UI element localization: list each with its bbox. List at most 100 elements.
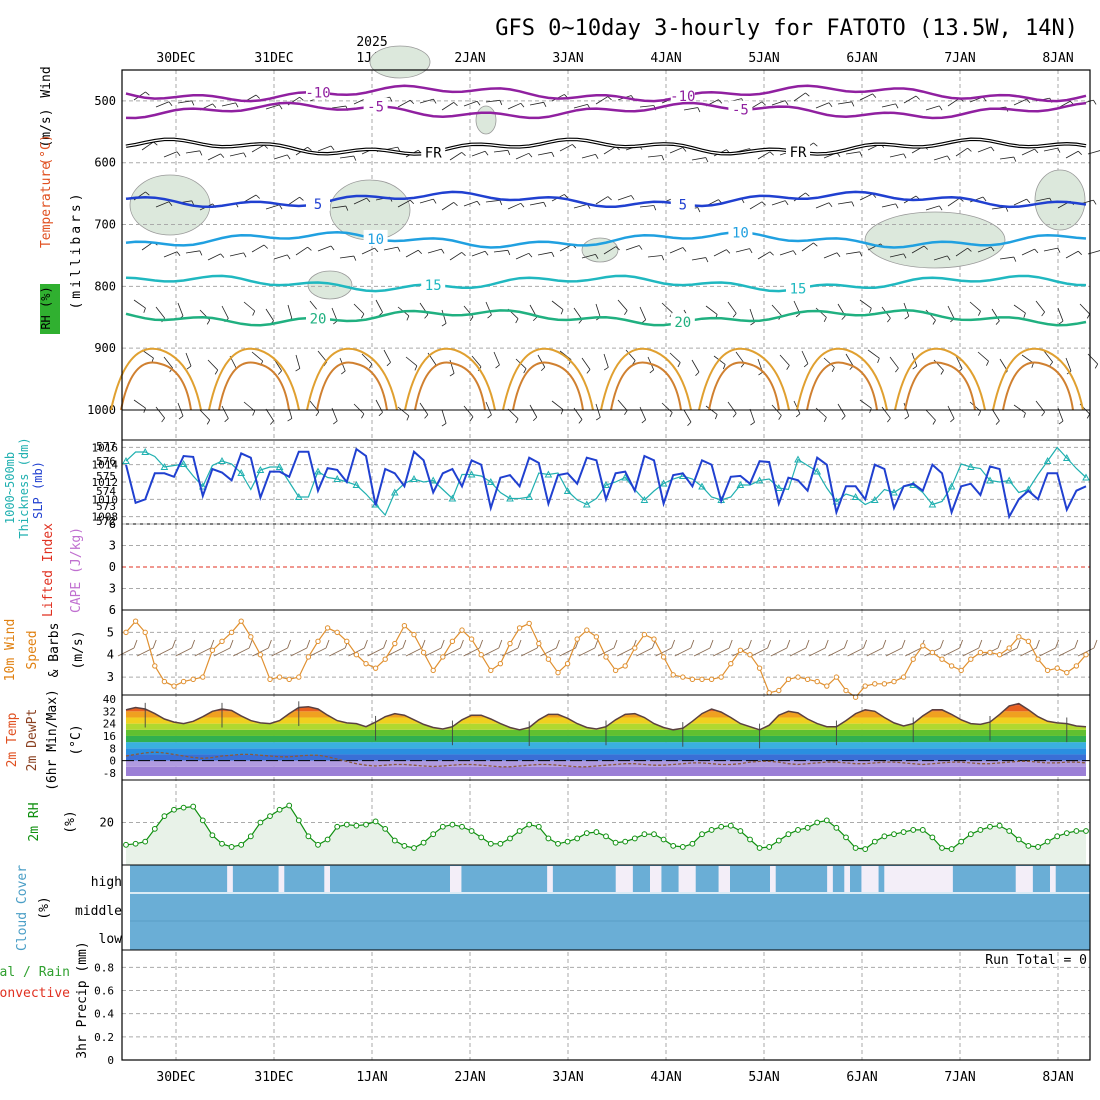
wind-barb-flag: [279, 204, 283, 210]
wind-barb: [1021, 248, 1035, 256]
wind-speed-point: [161, 678, 168, 685]
wind-barb: [595, 96, 609, 105]
rh-moist-area: [369, 45, 431, 79]
wind-barb-flag: [769, 251, 774, 256]
slp-label: SLP (mb): [31, 461, 45, 519]
rh-point: [958, 838, 965, 845]
surface-temp-contour: [316, 361, 388, 411]
rh-point: [219, 840, 225, 847]
surface-wind-barb-flag: [671, 639, 676, 649]
wind-barb-flag: [1023, 312, 1026, 318]
rh-point: [881, 833, 888, 840]
rh-point: [660, 836, 667, 843]
wind-speed-point: [862, 683, 868, 689]
thickness-point: [890, 488, 898, 496]
wind-speed-point: [430, 667, 436, 674]
wind-barb: [713, 249, 727, 257]
wind-barb-flag: [750, 321, 755, 326]
wind-speed-point: [958, 667, 964, 674]
temp-band: [126, 766, 1086, 776]
wind-speed-point: [200, 674, 206, 680]
rh-point: [132, 840, 139, 847]
wind-barb: [265, 408, 274, 421]
date-label-bottom: 8JAN: [1042, 1070, 1073, 1085]
rh-point: [641, 831, 648, 838]
wind-barb: [955, 247, 968, 257]
thickness-point: [294, 492, 303, 500]
isotherm-label: 15: [790, 282, 807, 298]
rh-point: [699, 831, 705, 838]
wind-speed-point: [651, 636, 657, 642]
wind-barb-flag: [143, 307, 146, 313]
surface-temp-contour: [992, 347, 1084, 411]
surface-wind-barb-flag: [421, 639, 426, 649]
surface-wind-barb-flag: [863, 639, 868, 649]
surface-wind-barb-flag: [939, 639, 944, 649]
rh-point: [382, 825, 389, 832]
surface-wind-barb-flag: [287, 639, 292, 649]
surface-wind-barb: [232, 647, 250, 657]
rh-point: [651, 831, 657, 838]
surface-wind-barb-flag: [767, 639, 772, 649]
surface-temp-contour: [110, 347, 202, 411]
rh-point: [487, 840, 494, 847]
thickness-point: [563, 486, 572, 494]
wind-speed-point: [977, 649, 984, 656]
rh-point: [123, 841, 129, 848]
wind-barb-flag: [252, 310, 256, 316]
rh-point: [612, 839, 619, 846]
rh-point: [1015, 836, 1022, 843]
wind-barb: [1013, 404, 1026, 414]
wind-barb-flag: [697, 107, 701, 113]
wind-barb-flag: [722, 364, 726, 370]
wind-barb-flag: [560, 309, 564, 315]
rh-point: [228, 844, 235, 850]
wind-barb-flag: [586, 369, 591, 374]
wind-barb-flag: [903, 153, 907, 159]
rh-point: [535, 823, 542, 830]
thickness-point: [390, 488, 399, 496]
surface-wind-barb-flag: [959, 639, 964, 649]
wind-barb-flag: [543, 102, 547, 107]
surface-temp-contour: [600, 347, 692, 411]
wind-barb-flag: [784, 100, 789, 106]
wind-barb-flag: [872, 93, 877, 98]
rh-point: [631, 835, 638, 842]
wind-speed-point: [1044, 667, 1051, 674]
wind-barb-flag: [823, 317, 827, 323]
wind-speed-point: [257, 652, 264, 658]
temp-tick-label: 16: [103, 730, 116, 743]
rh-point: [497, 840, 504, 847]
isotherm-label-bg: [670, 195, 695, 212]
surface-wind-barb: [520, 647, 538, 657]
surface-wind-barb: [789, 647, 807, 657]
wind-barb: [581, 357, 591, 370]
thickness-tick-label: 576: [96, 455, 116, 468]
wind-barb-flag: [1013, 256, 1017, 262]
surface-wind-barb-flag: [459, 639, 464, 649]
surface-temp-contour: [208, 347, 300, 411]
thickness-point: [486, 477, 495, 485]
wind-barb: [735, 248, 750, 253]
rh-point: [199, 817, 206, 824]
wind-barb: [595, 303, 601, 318]
wind-barb: [383, 349, 391, 363]
thickness-point: [640, 495, 649, 503]
precip-tick-label: 0.8: [94, 961, 114, 974]
surface-wind-barb-flag: [901, 639, 906, 649]
wind-speed-point: [881, 681, 888, 687]
wind-barb: [625, 245, 640, 251]
rh-point: [583, 830, 590, 837]
surface-wind-barb-flag: [229, 639, 234, 649]
wind-barb: [463, 405, 474, 417]
wind-barb: [859, 399, 872, 409]
rh-point: [747, 836, 753, 843]
wind-barb: [595, 196, 609, 205]
wind-barb: [185, 250, 200, 254]
surface-wind-barb: [866, 647, 884, 657]
wind-barb: [1057, 307, 1064, 322]
surface-wind-barb-flag: [383, 639, 388, 649]
isotherm-label: FR: [425, 145, 442, 161]
wind-barb-flag: [795, 313, 801, 318]
wind-barb-flag: [1058, 420, 1064, 425]
